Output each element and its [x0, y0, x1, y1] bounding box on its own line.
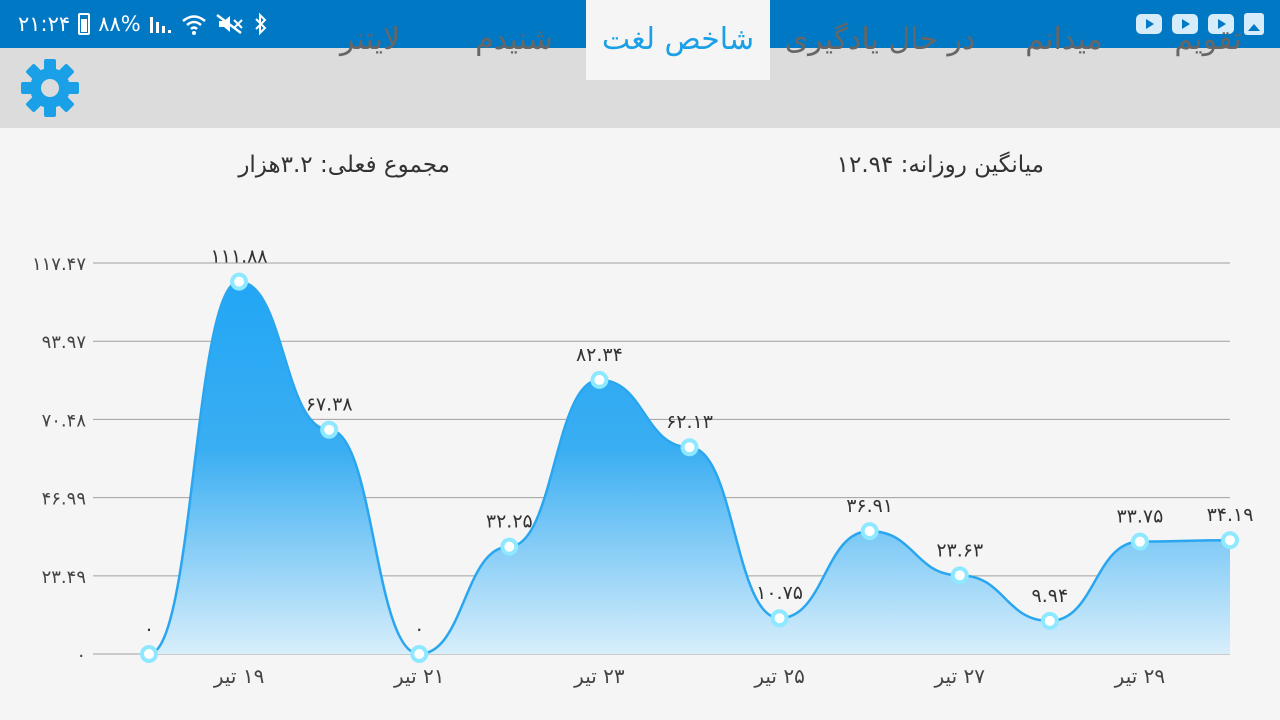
series-line: [148, 280, 1231, 656]
daily-average: میانگین روزانه: ۱۲.۹۴: [836, 152, 1044, 178]
data-point: [590, 370, 609, 389]
data-point: [950, 566, 969, 585]
data-point: [1130, 532, 1149, 551]
tab-heard[interactable]: شنیدم: [475, 22, 553, 57]
data-point: [410, 645, 429, 663]
data-point: [320, 420, 339, 439]
x-tick-label: ۱۹ تیر: [213, 664, 264, 688]
tab-learning[interactable]: در حال یادگیری: [784, 22, 976, 57]
status-bar-left: ۲۱:۲۴ ۸۸%: [18, 0, 269, 48]
gear-icon[interactable]: [20, 58, 80, 118]
y-tick-label: ۱۱۷.۴۷: [32, 254, 86, 275]
y-tick-label: ۹۳.۹۷: [42, 332, 87, 353]
data-point: [230, 272, 249, 291]
data-label: ۸۲.۳۴: [576, 344, 623, 366]
data-label: ۶۲.۱۳: [666, 411, 713, 433]
area-fill: [149, 281, 1230, 654]
data-point: [1221, 531, 1239, 550]
data-label: ۰: [144, 618, 154, 640]
mute-icon: [215, 14, 243, 34]
data-label: ۳۲.۲۵: [486, 511, 533, 533]
youtube-notification-icon: [1172, 14, 1198, 34]
bluetooth-icon: [255, 12, 267, 36]
data-label: ۳۶.۹۱: [846, 495, 893, 517]
y-tick-label: ۲۳.۴۹: [42, 567, 86, 588]
data-label: ۹.۹۴: [1032, 585, 1069, 607]
data-point: [770, 609, 789, 628]
y-tick-label: ۴۶.۹۹: [42, 489, 86, 510]
data-point: [1040, 611, 1059, 630]
x-tick-label: ۲۷ تیر: [934, 664, 986, 688]
data-point: [140, 645, 158, 663]
signal-icon: [149, 17, 171, 33]
y-tick-label: ۰: [76, 645, 86, 666]
y-tick-label: ۷۰.۴۸: [42, 410, 87, 431]
youtube-notification-icon: [1136, 14, 1162, 34]
x-tick-label: ۲۱ تیر: [393, 664, 444, 688]
tab-calendar[interactable]: تقویم: [1174, 22, 1242, 57]
x-tick-label: ۲۹ تیر: [1114, 664, 1165, 688]
clock: ۲۱:۲۴: [18, 12, 71, 36]
data-label: ۳۳.۷۵: [1116, 506, 1163, 528]
data-label: ۳۴.۱۹: [1207, 504, 1254, 526]
current-total: مجموع فعلی: ۳.۲هزار: [238, 152, 450, 178]
tab-vocabulary-index[interactable]: شاخص لغت: [586, 0, 770, 80]
x-tick-label: ۲۳ تیر: [573, 664, 625, 688]
data-label: ۱۱۱.۸۸: [211, 246, 268, 268]
youtube-notification-icon: [1208, 14, 1234, 34]
data-label: ۱۰.۷۵: [756, 582, 803, 604]
status-bar-right: [1136, 0, 1264, 48]
data-label: ۶۷.۳۸: [306, 394, 353, 416]
data-point: [680, 438, 699, 457]
data-point: [860, 522, 879, 541]
image-notification-icon: [1244, 13, 1264, 35]
battery-icon: [78, 13, 91, 35]
data-label: ۲۳.۶۳: [936, 539, 983, 561]
battery-percent: ۸۸%: [98, 12, 141, 36]
tab-known[interactable]: میدانم: [1025, 22, 1103, 57]
tab-leitner[interactable]: لایتنر: [339, 22, 401, 57]
x-tick-label: ۲۵ تیر: [753, 664, 804, 688]
data-point: [500, 537, 519, 556]
data-label: ۰: [414, 618, 424, 640]
wifi-icon: [181, 15, 206, 35]
